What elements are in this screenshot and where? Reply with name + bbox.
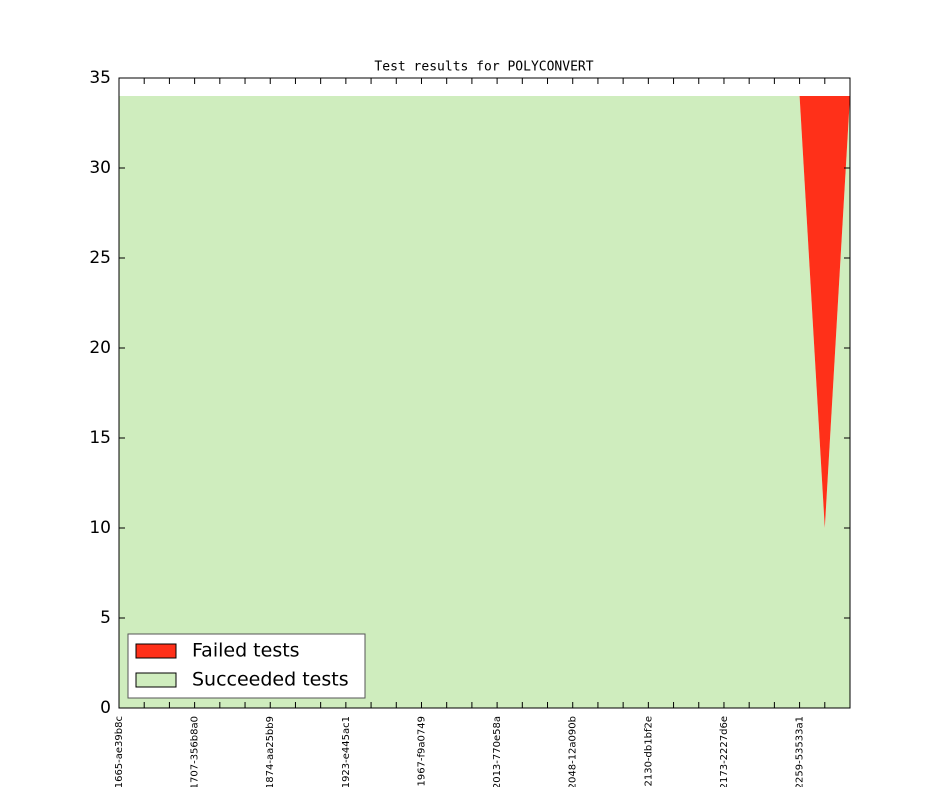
legend-label: Succeeded tests <box>192 669 349 691</box>
y-tick-label: 20 <box>89 338 111 358</box>
x-tick-label: 2259-53533a1 <box>795 716 806 787</box>
legend-swatch <box>135 643 177 659</box>
y-tick-label: 30 <box>89 158 111 178</box>
x-tick-label: 1707-356b8a0 <box>190 716 201 787</box>
y-tick-label: 0 <box>100 698 111 718</box>
legend-swatch <box>135 672 177 688</box>
y-tick-label: 10 <box>89 518 111 538</box>
area <box>119 96 850 708</box>
y-tick-label: 5 <box>100 608 111 628</box>
legend: Failed tests Succeeded tests <box>127 633 366 699</box>
x-tick-label: 1874-aa25bb9 <box>265 716 276 787</box>
y-tick-label: 35 <box>89 68 111 88</box>
legend-label: Failed tests <box>192 640 300 662</box>
y-tick-label: 15 <box>89 428 111 448</box>
x-tick-label: 1665-ae39b8c <box>114 716 125 787</box>
x-tick-label: 2173-2227d6e <box>719 716 730 787</box>
x-tick-label: 1923-e445ac1 <box>341 716 352 787</box>
x-tick-label: 2048-12a090b <box>568 716 579 787</box>
x-tick-label: 2130-db1bf2e <box>643 716 654 787</box>
chart-title: Test results for POLYCONVERT <box>374 60 593 75</box>
plot-frame <box>118 77 851 709</box>
y-tick-label: 25 <box>89 248 111 268</box>
x-tick-label: 1967-f9a0749 <box>416 716 427 787</box>
x-tick-label: 2013-770e58a <box>492 716 503 787</box>
